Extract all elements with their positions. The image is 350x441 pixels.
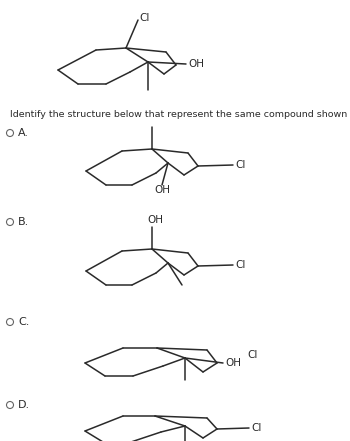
Text: Cl: Cl [235,160,245,170]
Text: D.: D. [18,400,30,410]
Text: OH: OH [154,185,170,195]
Text: OH: OH [188,59,204,69]
Text: OH: OH [147,215,163,225]
Text: Cl: Cl [139,13,149,23]
Text: Identify the structure below that represent the same compound shown above: Identify the structure below that repres… [10,110,350,119]
Text: Cl: Cl [235,260,245,270]
Text: C.: C. [18,317,29,327]
Text: OH: OH [225,358,241,368]
Text: B.: B. [18,217,29,227]
Text: Cl: Cl [251,423,261,433]
Text: Cl: Cl [247,350,257,360]
Text: A.: A. [18,128,29,138]
